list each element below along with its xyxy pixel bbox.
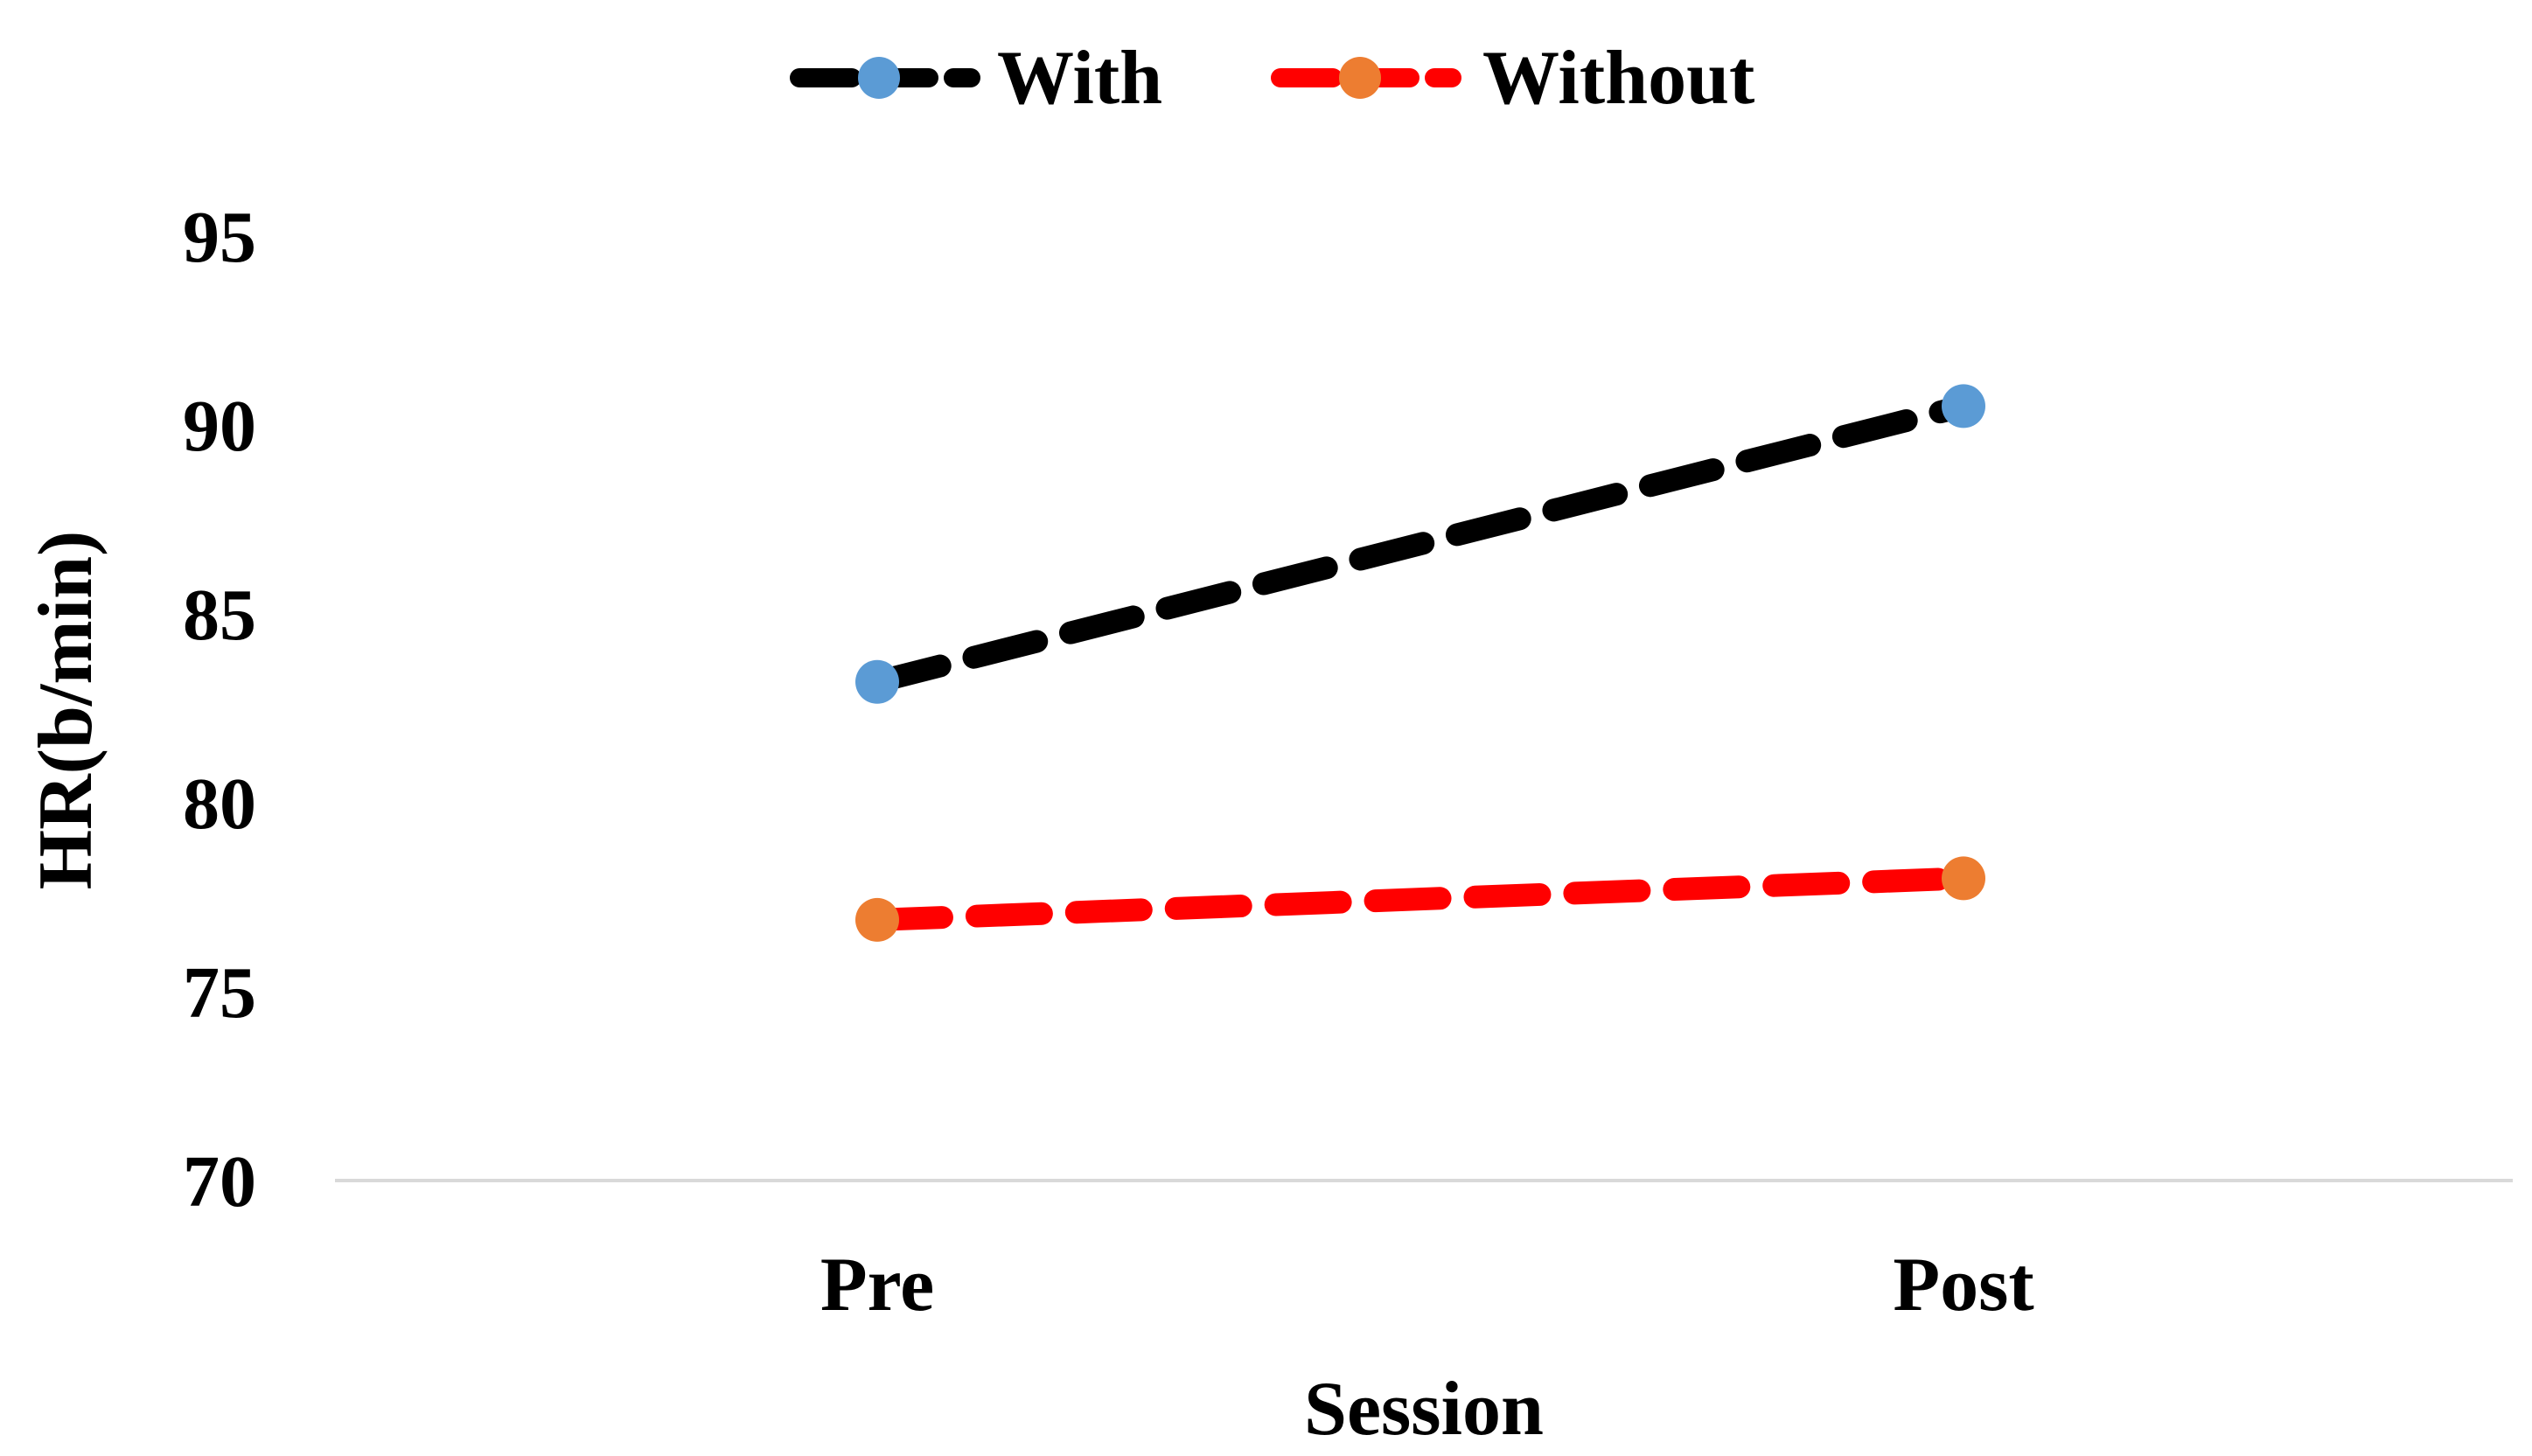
data-point [855,897,899,942]
x-tick-label: Pre [820,1243,934,1327]
legend-item: Without [1271,36,1754,121]
x-tick-label: Post [1893,1243,2033,1327]
series-lines [855,384,1985,942]
legend-label: Without [1482,36,1754,121]
legend: With Without [790,36,1754,121]
y-tick-label: 90 [183,386,256,467]
series-line [866,394,1975,693]
data-point [855,659,899,704]
legend-marker [858,57,900,99]
x-axis-ticks: Pre Post [820,1243,2034,1327]
y-tick-label: 75 [183,952,256,1034]
y-axis-title: HR(b/min) [24,531,108,890]
y-axis-ticks: 70 75 80 85 90 95 [183,197,256,1223]
x-axis-title: Session [1304,1367,1544,1452]
y-tick-label: 95 [183,197,256,278]
data-point [1942,856,1985,901]
legend-marker [1339,57,1381,99]
y-tick-label: 80 [183,763,256,845]
y-tick-label: 70 [183,1141,256,1223]
legend-item: With [790,36,1162,121]
data-point [1942,384,1985,428]
y-tick-label: 85 [183,575,256,656]
legend-label: With [997,36,1162,121]
series-line [866,867,1975,931]
